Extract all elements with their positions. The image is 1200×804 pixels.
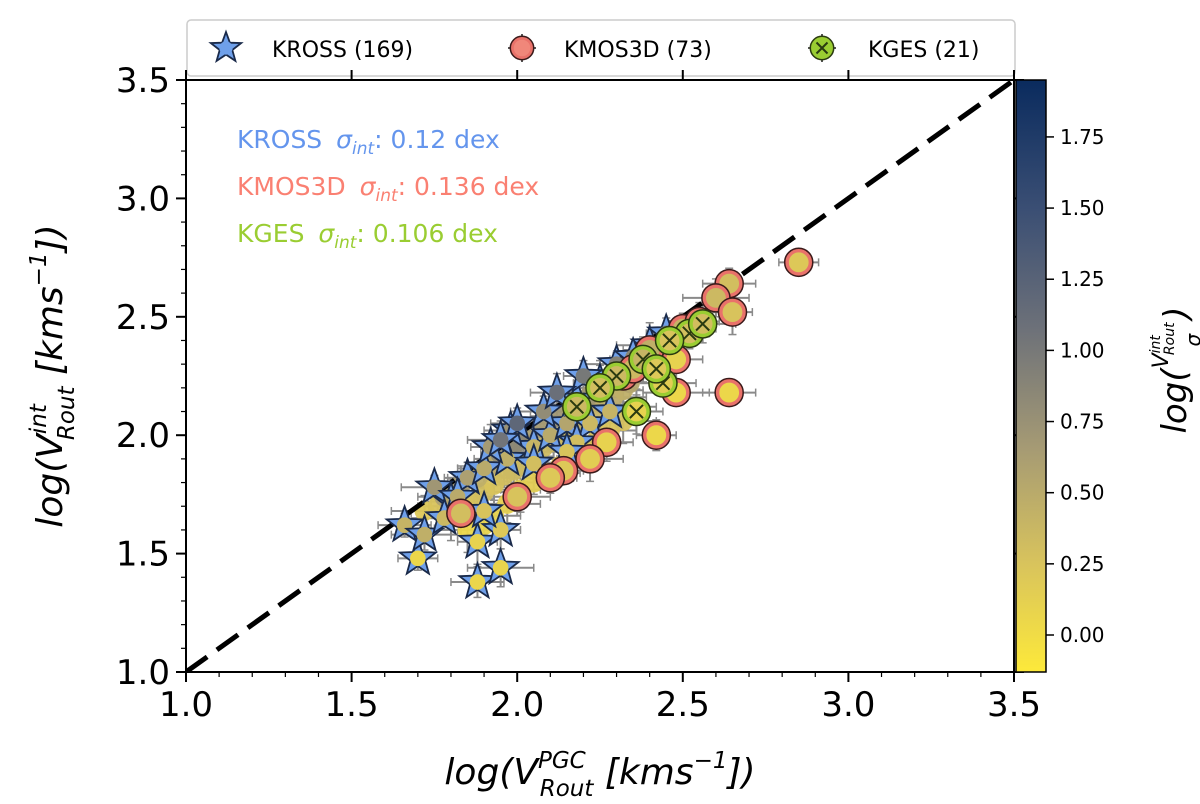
point-kmos3d bbox=[783, 247, 814, 278]
point-kmos3d bbox=[591, 427, 622, 458]
colorbar-tick-label: 1.75 bbox=[1060, 125, 1105, 149]
colorbar bbox=[1015, 79, 1047, 673]
colorbar-tick-label: 1.25 bbox=[1060, 267, 1105, 291]
x-tick-label: 2.5 bbox=[656, 685, 710, 725]
x-tick-label: 3.0 bbox=[821, 685, 875, 725]
legend-marker-shape bbox=[208, 29, 244, 64]
legend-marker-shape bbox=[809, 35, 835, 61]
point-kmos3d bbox=[641, 420, 672, 450]
point-kross bbox=[480, 418, 522, 458]
y-tick-label: 2.5 bbox=[116, 298, 170, 338]
point-kges bbox=[654, 325, 685, 356]
x-tick-label: 3.5 bbox=[987, 685, 1041, 725]
y-tick-label: 1.0 bbox=[116, 653, 170, 693]
point-kges bbox=[687, 309, 718, 339]
legend: KROSS (169) KMOS3D (73) KGES (21) bbox=[186, 19, 1016, 77]
legend-marker-kges bbox=[808, 34, 836, 62]
point-kmos3d bbox=[717, 297, 748, 327]
annotation-kges: KGES σint: 0.106 dex bbox=[237, 219, 498, 253]
colorbar-tick-label: 1.00 bbox=[1060, 338, 1105, 362]
point-kross bbox=[463, 446, 505, 486]
legend-marker-kross bbox=[208, 29, 244, 64]
point-kross bbox=[397, 536, 439, 576]
x-axis-label: log(VPGC Rout [kms−1]) bbox=[444, 748, 755, 802]
point-kross bbox=[414, 465, 455, 505]
point-kross bbox=[480, 546, 522, 586]
point-kmos3d bbox=[714, 377, 744, 408]
point-kross bbox=[563, 354, 604, 394]
plot-frame bbox=[185, 79, 1015, 673]
colorbar-tick-label: 0.00 bbox=[1060, 623, 1105, 647]
point-kmos3d bbox=[446, 498, 476, 529]
point-kges bbox=[621, 396, 652, 427]
y-tick-label: 3.5 bbox=[116, 61, 170, 101]
legend-marker-kmos3d bbox=[508, 34, 536, 62]
point-kges bbox=[585, 373, 615, 403]
y-tick-label: 1.5 bbox=[116, 535, 170, 575]
point-kross bbox=[536, 371, 578, 410]
point-kross bbox=[480, 508, 522, 548]
colorbar-tick-label: 0.50 bbox=[1060, 481, 1105, 505]
point-kges bbox=[641, 354, 672, 384]
legend-label-kges: KGES (21) bbox=[868, 38, 980, 63]
x-tick-label: 2.0 bbox=[490, 685, 544, 725]
point-kmos3d bbox=[502, 481, 532, 512]
legend-marker-shape bbox=[509, 35, 535, 61]
point-kross bbox=[496, 401, 538, 441]
y-axis-label: log(VintRout [kms−1]) bbox=[26, 224, 80, 527]
colorbar-tick-label: 0.25 bbox=[1060, 552, 1105, 576]
point-kmos3d bbox=[535, 463, 566, 493]
annotation-kross: KROSS σint: 0.12 dex bbox=[237, 125, 500, 159]
legend-label-kross: KROSS (169) bbox=[272, 38, 413, 63]
point-kges bbox=[562, 391, 592, 422]
colorbar-label: log(VintRoutσ) bbox=[1148, 306, 1200, 433]
point-kross bbox=[457, 520, 498, 560]
y-tick-label: 3.0 bbox=[116, 179, 170, 219]
point-kross bbox=[513, 442, 555, 482]
colorbar-tick-label: 1.50 bbox=[1060, 196, 1105, 220]
legend-label-kmos3d: KMOS3D (73) bbox=[564, 38, 712, 63]
annotation-kmos3d: KMOS3D σint: 0.136 dex bbox=[237, 172, 539, 206]
y-tick-label: 2.0 bbox=[116, 416, 170, 456]
legend-frame bbox=[186, 19, 1016, 77]
x-tick-label: 1.5 bbox=[325, 685, 379, 725]
colorbar-tick-label: 0.75 bbox=[1060, 410, 1105, 434]
point-kmos3d bbox=[575, 444, 605, 474]
x-tick-label: 1.0 bbox=[159, 685, 213, 725]
